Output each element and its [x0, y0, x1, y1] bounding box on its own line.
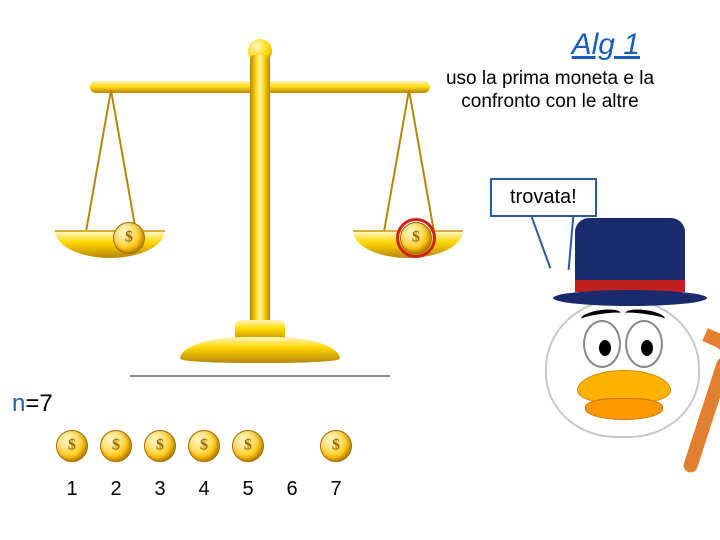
eye	[625, 320, 663, 368]
coin-number: 5	[226, 478, 270, 501]
speech-bubble: trovata!	[490, 178, 597, 217]
coin-on-left-pan	[113, 222, 145, 254]
coin-number: 6	[270, 478, 314, 501]
beak	[585, 398, 663, 420]
coin-slot	[226, 430, 270, 462]
coin-icon	[188, 430, 220, 462]
n-label: n=7	[12, 390, 53, 418]
n-value: =7	[25, 390, 52, 417]
hat-brim	[553, 290, 707, 306]
coin-slot	[138, 430, 182, 462]
coin-slot	[314, 430, 358, 462]
algorithm-subtitle: uso la prima moneta e la confronto con l…	[420, 68, 680, 114]
found-coin-highlight	[396, 218, 436, 258]
coin-slot	[182, 430, 226, 462]
n-variable: n	[12, 390, 25, 417]
coin-icon	[320, 430, 352, 462]
algorithm-title: Alg 1	[572, 28, 640, 62]
scrooge-duck-character	[505, 230, 720, 455]
scale-chain	[383, 90, 410, 233]
top-hat-icon	[575, 218, 685, 288]
scale-chain	[110, 90, 137, 233]
coin-slot	[50, 430, 94, 462]
coin-number: 4	[182, 478, 226, 501]
scale-pillar	[250, 55, 270, 325]
scale-base	[180, 337, 340, 363]
coin-icon	[56, 430, 88, 462]
coin-slot	[94, 430, 138, 462]
coin-number: 7	[314, 478, 358, 501]
coin-icon	[144, 430, 176, 462]
coin-icon	[232, 430, 264, 462]
coin-number: 1	[50, 478, 94, 501]
coin-number-row: 1234567	[50, 478, 358, 501]
balance-scale	[70, 35, 450, 375]
scale-pan-left	[55, 230, 165, 258]
coin-row	[50, 430, 358, 462]
scale-chain	[408, 90, 435, 233]
coin-icon	[100, 430, 132, 462]
coin-slot	[270, 430, 314, 462]
coin-number: 2	[94, 478, 138, 501]
eye	[583, 320, 621, 368]
scale-chain	[85, 90, 112, 233]
coin-number: 3	[138, 478, 182, 501]
scale-shadow	[130, 375, 390, 377]
